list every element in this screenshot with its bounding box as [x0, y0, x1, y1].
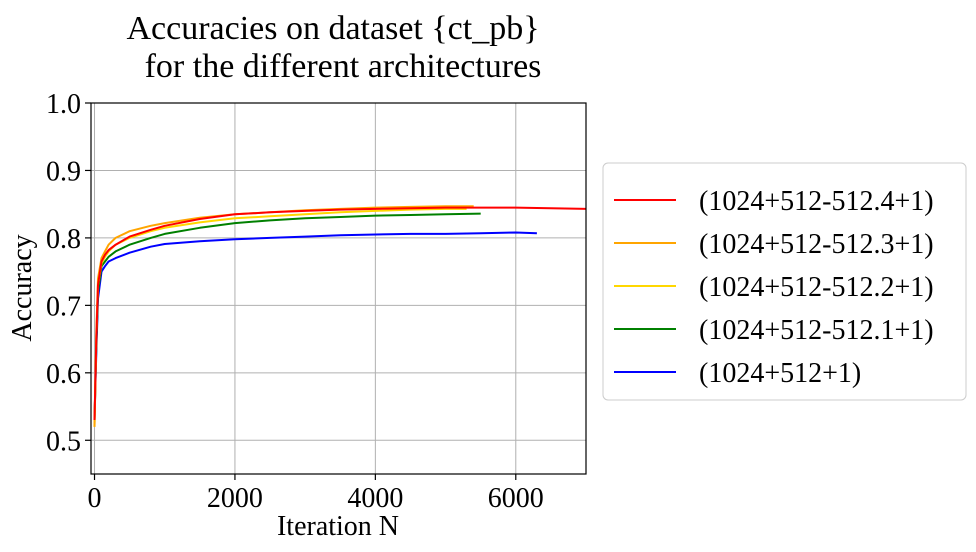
- x-axis-ticks: 0 2000 4000 6000: [88, 474, 544, 514]
- series-line: [93, 231, 537, 421]
- x-tick-label: 0: [88, 483, 102, 514]
- chart-title-line-2: for the different architectures: [145, 48, 542, 85]
- series-line: [93, 206, 586, 421]
- plot-area-frame: [90, 102, 587, 475]
- y-tick-label: 0.9: [46, 156, 81, 187]
- y-axis-ticks: 0.5 0.6 0.7 0.8 0.9 1.0: [46, 89, 91, 457]
- legend-box: [602, 162, 967, 401]
- legend: (1024+512-512.4+1) (1024+512-512.3+1) (102…: [602, 162, 967, 401]
- series-lines: [93, 205, 586, 427]
- series-line: [93, 207, 467, 427]
- chart-title: Accuracies on dataset {ct_pb} for the di…: [126, 10, 541, 85]
- legend-label: (1024+512-512.4+1): [699, 186, 934, 217]
- grid: [91, 102, 586, 474]
- legend-label: (1024+512-512.1+1): [699, 315, 934, 346]
- y-axis-label: Accuracy: [7, 234, 38, 341]
- series-line: [93, 212, 481, 421]
- y-tick-label: 0.5: [46, 426, 81, 457]
- legend-label: (1024+512+1): [699, 358, 861, 389]
- chart-title-line-1: Accuracies on dataset {ct_pb}: [126, 10, 539, 47]
- series-line: [93, 205, 474, 427]
- x-tick-label: 6000: [488, 483, 544, 514]
- y-tick-label: 0.7: [46, 291, 81, 322]
- y-tick-label: 1.0: [46, 89, 81, 120]
- legend-label: (1024+512-512.3+1): [699, 229, 934, 260]
- x-axis-label: Iteration N: [277, 511, 399, 542]
- x-tick-label: 2000: [207, 483, 263, 514]
- x-tick-label: 4000: [347, 483, 403, 514]
- y-tick-label: 0.8: [46, 224, 81, 255]
- legend-label: (1024+512-512.2+1): [699, 272, 934, 303]
- y-tick-label: 0.6: [46, 359, 81, 390]
